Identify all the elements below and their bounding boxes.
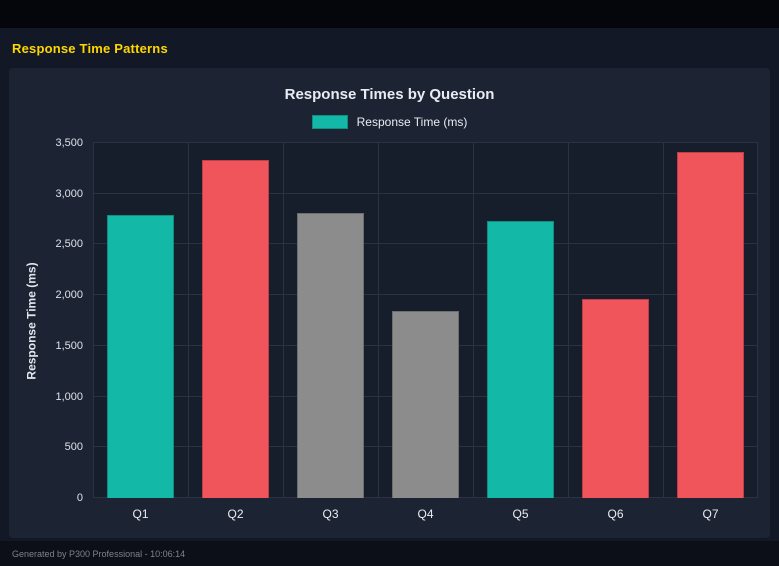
bar-cell <box>188 143 283 498</box>
gridline-h <box>93 243 758 245</box>
gridline-v <box>757 143 758 498</box>
x-tick-label: Q5 <box>512 507 529 521</box>
y-tick-label: 2,500 <box>55 238 83 251</box>
bar-cell <box>283 143 378 498</box>
y-axis-ticks: 0 500 1,000 1,500 2,000 2,500 3,000 3,500 <box>43 137 93 504</box>
gridline-h <box>93 294 758 296</box>
x-tick-label: Q2 <box>227 507 244 521</box>
bar-q3[interactable] <box>297 213 364 498</box>
bar-q4[interactable] <box>392 310 459 498</box>
x-tick-label: Q3 <box>322 507 339 521</box>
legend-swatch <box>311 115 348 129</box>
gridline-v <box>378 143 379 498</box>
gridline-v <box>283 143 284 498</box>
y-tick-label: 500 <box>64 441 83 454</box>
gridline-h <box>93 142 758 143</box>
gridline-v <box>568 143 569 498</box>
chart-panel: Response Times by Question Response Time… <box>9 68 770 538</box>
x-tick-label: Q4 <box>417 507 434 521</box>
y-axis-title: Response Time (ms) <box>21 143 43 498</box>
x-tick-label: Q1 <box>132 507 149 521</box>
bar-q1[interactable] <box>107 214 174 498</box>
y-tick-label: 3,500 <box>55 137 83 149</box>
y-tick-label: 2,000 <box>55 289 83 302</box>
gridline-v <box>93 143 94 498</box>
bar-q6[interactable] <box>582 299 649 498</box>
bar-cell <box>378 143 473 498</box>
y-tick-label: 1,000 <box>55 390 83 403</box>
gridline-v <box>663 143 664 498</box>
bar-chart: Response Time (ms) 0 500 1,000 1,500 2,000 2,… <box>21 137 758 528</box>
chart-title: Response Times by Question <box>284 86 495 103</box>
bar-q5[interactable] <box>487 220 554 498</box>
chart-legend[interactable]: Response Time (ms) <box>21 115 758 129</box>
y-tick-label: 3,000 <box>55 187 83 200</box>
x-axis-labels: Q1 Q2 Q3 Q4 Q5 Q6 Q7 <box>93 498 758 528</box>
legend-label: Response Time (ms) <box>356 115 468 129</box>
gridline-v <box>188 143 189 498</box>
gridline-h <box>93 192 758 194</box>
top-bar <box>0 0 779 28</box>
bars-container <box>93 143 758 498</box>
x-tick-label: Q7 <box>702 507 719 521</box>
gridline-v <box>473 143 474 498</box>
x-tick-label: Q6 <box>607 507 624 521</box>
bar-q7[interactable] <box>677 152 744 498</box>
y-tick-label: 1,500 <box>55 339 83 352</box>
footer-bar: Generated by P300 Professional - 10:06:1… <box>0 541 779 566</box>
plot-area <box>93 142 758 498</box>
y-axis-title-text: Response Time (ms) <box>25 261 39 380</box>
bar-cell <box>568 143 663 498</box>
bar-cell <box>473 143 568 498</box>
bar-cell <box>663 143 758 498</box>
footer-text: Generated by P300 Professional - 10:06:1… <box>12 548 186 559</box>
bar-cell <box>93 143 188 498</box>
page-title: Response Time Patterns <box>12 41 168 56</box>
y-tick-label: 0 <box>76 492 83 504</box>
bar-q2[interactable] <box>202 160 269 498</box>
